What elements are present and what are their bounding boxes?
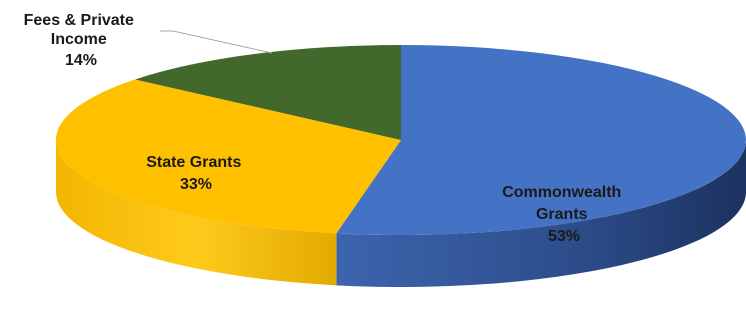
pie-side-state-grants (55, 140, 337, 286)
pie-side-commonwealth-grants (336, 140, 746, 288)
slice-label-state-grants: State Grants 33% (146, 154, 246, 193)
pie-slice-commonwealth-grants (336, 45, 746, 235)
pie-tops (55, 45, 746, 235)
pie-slice-fees-private-income (135, 45, 402, 140)
slice-label-fees-private-income: Fees & Private Income 14% (24, 12, 139, 69)
pie-slice-state-grants (55, 79, 401, 234)
pie-sides (55, 140, 746, 288)
callout-leader-line (160, 30, 273, 54)
slice-label-commonwealth-grants: Commonwealth Grants 53% (502, 184, 626, 245)
